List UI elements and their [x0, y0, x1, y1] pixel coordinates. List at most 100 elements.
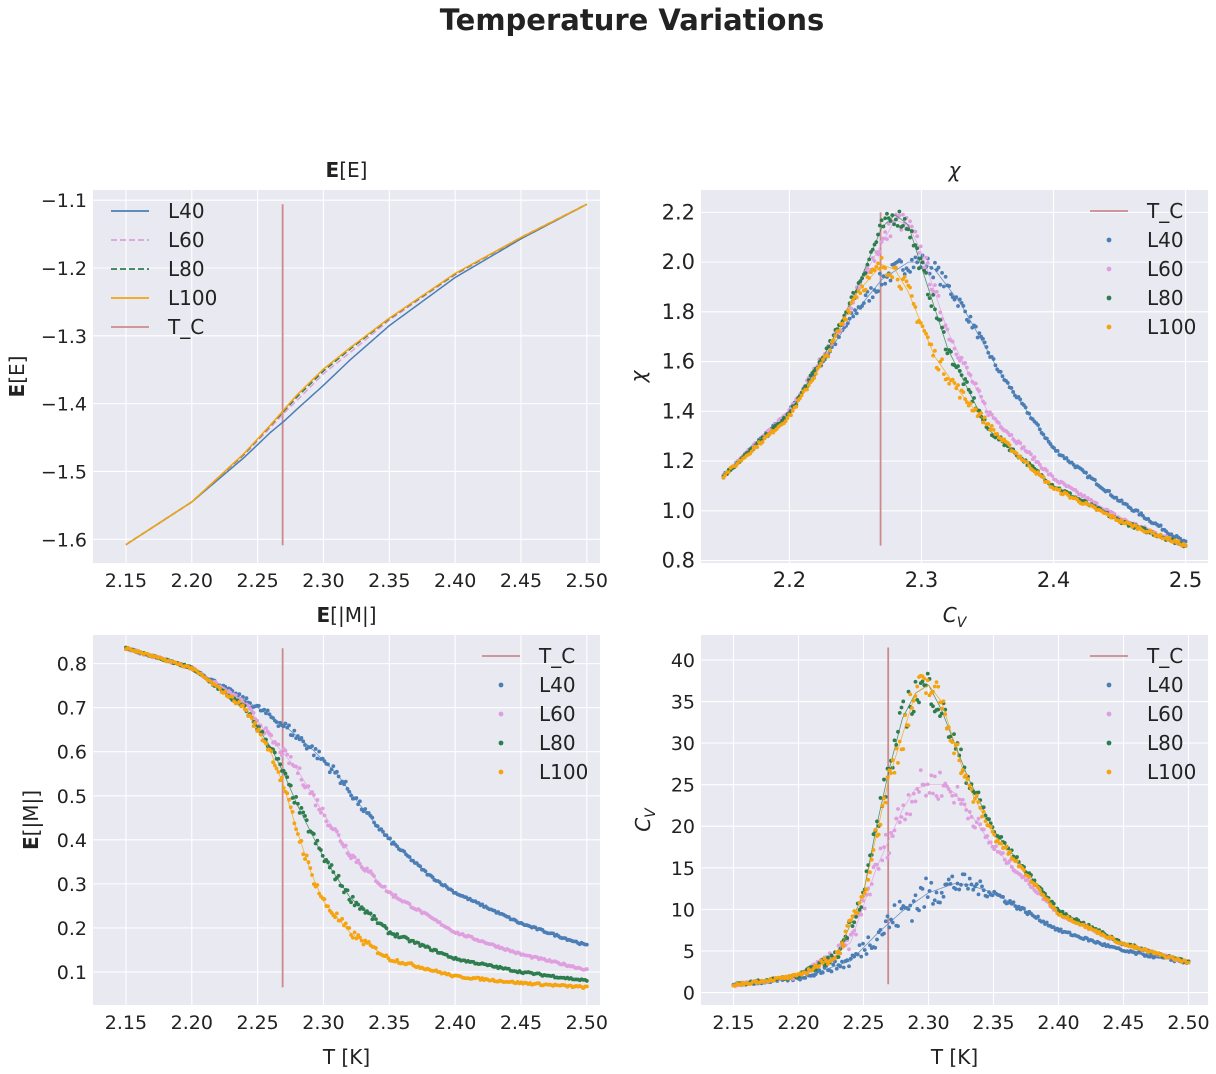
- magnetization-point-L40: [262, 707, 267, 712]
- heat-capacity-point-L60: [934, 794, 939, 798]
- magnetization-point-L40: [372, 820, 376, 825]
- heat-capacity-point-L40: [855, 952, 860, 957]
- susceptibility-point-L100: [952, 381, 957, 385]
- magnetization-x-tick-label: 2.35: [368, 1012, 410, 1034]
- susceptibility-point-L80: [906, 227, 911, 232]
- heat-capacity-point-L40: [971, 887, 976, 892]
- heat-capacity-point-L40: [976, 892, 981, 897]
- susceptibility-point-L80: [943, 347, 948, 352]
- heat-capacity-y-axis-label: CV: [631, 807, 659, 832]
- susceptibility-point-L80: [963, 377, 968, 381]
- magnetization-point-L80: [303, 814, 307, 818]
- magnetization-point-L60: [288, 754, 293, 759]
- heat-capacity-point-L80: [939, 711, 944, 716]
- heat-capacity-point-L60: [969, 815, 974, 819]
- heat-capacity-title: CV: [943, 603, 968, 631]
- energy-legend-item: T_C: [111, 315, 204, 339]
- susceptibility-legend-item: L40: [1106, 228, 1184, 252]
- susceptibility-point-L100: [785, 416, 790, 420]
- susceptibility-point-L80: [959, 373, 964, 378]
- susceptibility-legend-swatch: [1106, 324, 1112, 330]
- susceptibility-point-L80: [901, 224, 905, 228]
- susceptibility-point-L100: [924, 331, 928, 336]
- heat-capacity-legend-item: L80: [1106, 731, 1184, 755]
- heat-capacity-point-L40: [885, 914, 890, 919]
- heat-capacity-point-L80: [875, 819, 879, 824]
- susceptibility-legend: T_C L40 L60 L80 L100: [1090, 199, 1196, 339]
- susceptibility-point-L100: [920, 324, 925, 329]
- magnetization-point-L60: [315, 798, 320, 802]
- susceptibility-point-L40: [1146, 516, 1151, 521]
- susceptibility-legend-label: L100: [1147, 315, 1196, 339]
- heat-capacity-point-L40: [847, 964, 851, 969]
- magnetization-point-L60: [228, 690, 233, 695]
- susceptibility-point-L40: [908, 270, 912, 274]
- heat-capacity-point-L40: [962, 872, 967, 877]
- susceptibility-point-L100: [968, 401, 973, 406]
- magnetization-point-L60: [319, 810, 323, 815]
- susceptibility-point-L100: [1112, 515, 1117, 520]
- heat-capacity-point-L100: [908, 692, 913, 697]
- susceptibility-point-L80: [933, 307, 937, 312]
- heat-capacity-point-L100: [861, 894, 865, 899]
- susceptibility-point-L60: [1045, 468, 1049, 473]
- susceptibility-point-L100: [940, 357, 944, 362]
- susceptibility-point-L80: [883, 216, 888, 221]
- susceptibility-point-L40: [851, 314, 856, 319]
- susceptibility-point-L100: [988, 428, 992, 432]
- heat-capacity-point-L60: [852, 928, 857, 933]
- susceptibility-point-L80: [972, 396, 976, 400]
- susceptibility-legend-swatch: [1106, 266, 1112, 272]
- heat-capacity-point-L40: [890, 920, 895, 925]
- magnetization-point-L60: [297, 766, 302, 771]
- heat-capacity-point-L100: [1041, 893, 1046, 897]
- heat-capacity-point-L40: [908, 903, 913, 908]
- susceptibility-point-L80: [897, 209, 902, 214]
- susceptibility-point-L40: [1041, 432, 1046, 437]
- magnetization-point-L60: [365, 866, 369, 871]
- magnetization-point-L40: [366, 811, 371, 815]
- heat-capacity-point-L100: [941, 699, 946, 704]
- magnetization-point-L60: [299, 777, 304, 782]
- susceptibility-point-L60: [997, 421, 1001, 425]
- susceptibility-legend-item: L100: [1106, 315, 1196, 339]
- magnetization-point-L100: [292, 821, 297, 826]
- heat-capacity-point-L60: [904, 811, 909, 816]
- magnetization-point-L80: [352, 903, 357, 908]
- susceptibility-point-L40: [933, 260, 937, 265]
- heat-capacity-point-L40: [859, 954, 864, 959]
- heat-capacity-point-L40: [931, 901, 935, 906]
- heat-capacity-point-L60: [906, 792, 911, 797]
- heat-capacity-point-L100: [995, 838, 1000, 843]
- heat-capacity-point-L100: [971, 800, 976, 804]
- heat-capacity-point-L80: [836, 955, 841, 959]
- magnetization-point-L100: [237, 699, 242, 704]
- magnetization-point-L60: [251, 710, 256, 715]
- heat-capacity-point-L80: [826, 955, 830, 960]
- susceptibility-point-L100: [860, 284, 864, 289]
- heat-capacity-x-tick-label: 2.25: [842, 1012, 884, 1034]
- heat-capacity-point-L100: [943, 712, 948, 717]
- magnetization-point-L100: [264, 741, 268, 746]
- susceptibility-y-tick-label: 1.6: [662, 350, 695, 374]
- heat-capacity-point-L100: [1022, 868, 1026, 873]
- heat-capacity-y-tick-label: 20: [671, 816, 695, 838]
- magnetization-point-L80: [320, 853, 325, 858]
- magnetization-point-L60: [336, 833, 341, 837]
- susceptibility-point-L80: [945, 351, 950, 356]
- susceptibility-point-L40: [984, 345, 989, 349]
- magnetization-point-L80: [272, 750, 277, 755]
- susceptibility-point-L80: [968, 390, 973, 395]
- susceptibility-point-L100: [821, 357, 825, 362]
- magnetization-point-L100: [256, 727, 261, 732]
- magnetization-legend-label: L80: [539, 731, 576, 755]
- magnetization-point-L100: [310, 873, 314, 877]
- susceptibility-point-L80: [863, 271, 868, 276]
- heat-capacity-point-L100: [915, 684, 920, 689]
- magnetization-point-L80: [319, 848, 323, 852]
- susceptibility-point-L40: [949, 292, 953, 297]
- heat-capacity-point-L80: [906, 689, 911, 694]
- heat-capacity-point-L60: [959, 801, 963, 806]
- magnetization-point-L60: [294, 764, 298, 769]
- heat-capacity-data-layer: [731, 647, 1191, 988]
